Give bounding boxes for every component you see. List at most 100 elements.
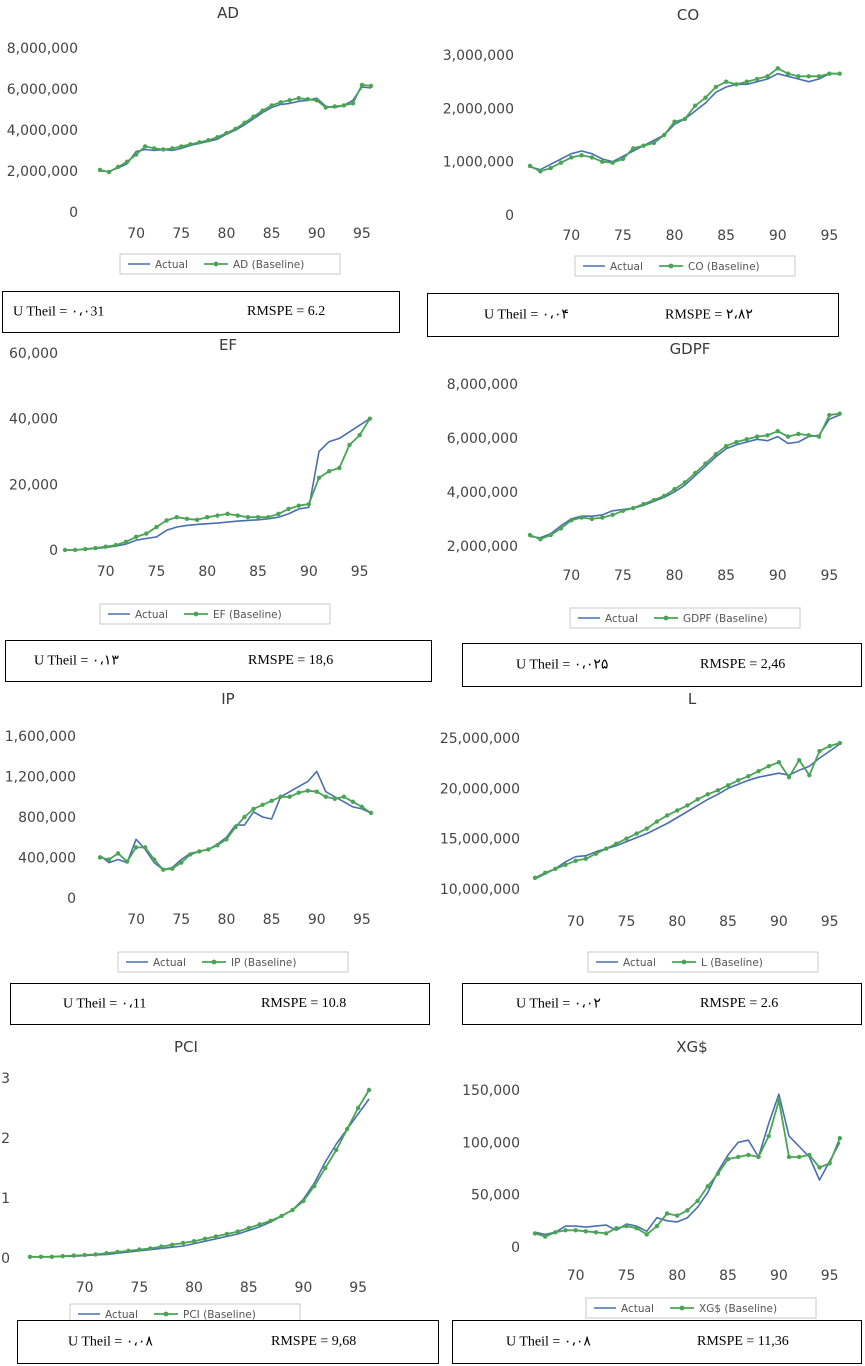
baseline-point bbox=[123, 539, 129, 544]
stats-box-xg: U Theil = ٠،٠٨ RMSPE = 11,36 bbox=[452, 1320, 862, 1364]
baseline-point bbox=[350, 799, 356, 805]
y-tick-label: 0 bbox=[505, 208, 514, 224]
y-tick-label: 1,200,000 bbox=[5, 770, 76, 786]
y-tick-label: 20,000 bbox=[9, 477, 58, 493]
baseline-point bbox=[532, 1231, 538, 1236]
baseline-point bbox=[27, 1254, 33, 1259]
x-tick-label: 75 bbox=[614, 228, 632, 244]
baseline-point bbox=[624, 1223, 629, 1229]
x-tick-label: 85 bbox=[717, 568, 735, 584]
stats-box-gdpf: U Theil = ٠،٠٢۵ RMSPE = 2,46 bbox=[462, 643, 862, 687]
baseline-point bbox=[692, 470, 698, 476]
x-tick-label: 75 bbox=[130, 1280, 148, 1296]
baseline-point bbox=[796, 1154, 802, 1160]
utheil-value: U Theil = ٠،٠۴ bbox=[484, 307, 569, 323]
chart-panel-co: CO 0 1,000,000 2,000,000 3,000,000 70 75 80 85 90… bbox=[440, 0, 860, 300]
baseline-point bbox=[97, 855, 103, 860]
x-tick-label: 85 bbox=[719, 914, 737, 930]
baseline-point bbox=[715, 1171, 721, 1176]
series-line-actual bbox=[99, 770, 372, 871]
baseline-point bbox=[115, 164, 121, 170]
baseline-point bbox=[257, 1222, 262, 1227]
legend-label-baseline: EF (Baseline) bbox=[213, 609, 282, 621]
baseline-point bbox=[620, 156, 626, 162]
baseline-point bbox=[269, 103, 274, 108]
legend-label-baseline: CO (Baseline) bbox=[688, 261, 760, 273]
rmspe-value: RMSPE = ٢،٨٢ bbox=[665, 307, 753, 323]
rmspe-value: RMSPE = 9,68 bbox=[271, 1334, 357, 1349]
utheil-value: U Theil = ٠،٠31 bbox=[13, 304, 105, 320]
baseline-point bbox=[827, 743, 832, 749]
baseline-point bbox=[644, 826, 649, 831]
baseline-point bbox=[188, 852, 193, 857]
baseline-point bbox=[603, 1231, 609, 1236]
rmspe-value: RMSPE = 2.6 bbox=[700, 996, 779, 1011]
baseline-point bbox=[174, 514, 179, 520]
baseline-point bbox=[837, 71, 842, 76]
baseline-point bbox=[558, 160, 564, 165]
baseline-point bbox=[82, 1252, 87, 1258]
baseline-point bbox=[103, 544, 108, 549]
baseline-point bbox=[255, 514, 261, 520]
baseline-point bbox=[664, 813, 670, 818]
x-tick-label: 95 bbox=[820, 228, 838, 244]
baseline-point bbox=[38, 1254, 44, 1259]
baseline-point bbox=[785, 71, 791, 76]
legend-box bbox=[117, 951, 349, 973]
baseline-point bbox=[323, 1165, 328, 1171]
baseline-point bbox=[224, 1231, 230, 1237]
baseline-point bbox=[62, 547, 68, 553]
baseline-point bbox=[106, 857, 112, 862]
legend-label-baseline: IP (Baseline) bbox=[231, 957, 296, 969]
y-tick-label: 0 bbox=[69, 205, 78, 221]
x-tick-label: 70 bbox=[97, 564, 115, 580]
y-tick-label: 10,000,000 bbox=[440, 882, 520, 898]
legend-marker-baseline bbox=[163, 1311, 169, 1317]
baseline-point bbox=[600, 515, 605, 520]
legend-label-actual: Actual bbox=[155, 259, 188, 271]
legend-label-baseline: AD (Baseline) bbox=[233, 259, 304, 271]
baseline-point bbox=[184, 516, 190, 522]
baseline-point bbox=[197, 849, 202, 854]
baseline-point bbox=[563, 862, 568, 867]
legend-label-baseline: PCI (Baseline) bbox=[183, 1309, 256, 1321]
series-line-baseline bbox=[534, 742, 841, 879]
baseline-point bbox=[837, 411, 842, 416]
y-tick-label: 400,000 bbox=[18, 851, 76, 867]
baseline-point bbox=[661, 493, 667, 499]
chart-svg: IP 0 400,000 800,000 1,200,000 1,600,000 70 75 8… bbox=[5, 690, 374, 973]
baseline-point bbox=[817, 1165, 822, 1170]
baseline-point bbox=[548, 165, 553, 171]
legend-marker-baseline bbox=[193, 611, 199, 617]
baseline-point bbox=[332, 796, 338, 801]
y-tick-label: 25,000,000 bbox=[440, 731, 520, 747]
baseline-point bbox=[573, 858, 578, 863]
x-tick-label: 85 bbox=[717, 228, 735, 244]
x-tick-label: 90 bbox=[308, 912, 326, 928]
baseline-point bbox=[133, 152, 139, 157]
baseline-point bbox=[675, 808, 680, 813]
x-tick-label: 95 bbox=[349, 1280, 367, 1296]
baseline-point bbox=[305, 97, 310, 102]
baseline-point bbox=[736, 778, 741, 783]
baseline-point bbox=[305, 788, 310, 793]
y-tick-label: 40,000 bbox=[9, 412, 58, 428]
baseline-point bbox=[746, 1152, 751, 1158]
baseline-point bbox=[161, 867, 166, 872]
baseline-point bbox=[341, 794, 347, 799]
baseline-point bbox=[654, 819, 660, 824]
baseline-point bbox=[290, 1207, 295, 1213]
baseline-point bbox=[816, 434, 822, 439]
chart-title: XG$ bbox=[676, 1038, 707, 1056]
y-tick-label: 60,000 bbox=[9, 346, 58, 362]
chart-panel-ef: EF 0 20,000 40,000 60,000 70 75 80 85 90 95 Actual E… bbox=[0, 336, 400, 638]
chart-title: L bbox=[688, 690, 697, 708]
baseline-point bbox=[191, 1239, 197, 1244]
chart-title: PCI bbox=[174, 1038, 198, 1056]
baseline-point bbox=[179, 144, 184, 149]
baseline-point bbox=[215, 843, 220, 848]
chart-panel-l: L 10,000,000 15,000,000 20,000,000 25,000,00… bbox=[440, 686, 860, 986]
x-tick-label: 70 bbox=[127, 226, 145, 242]
baseline-point bbox=[137, 1247, 142, 1252]
baseline-point bbox=[703, 95, 708, 100]
